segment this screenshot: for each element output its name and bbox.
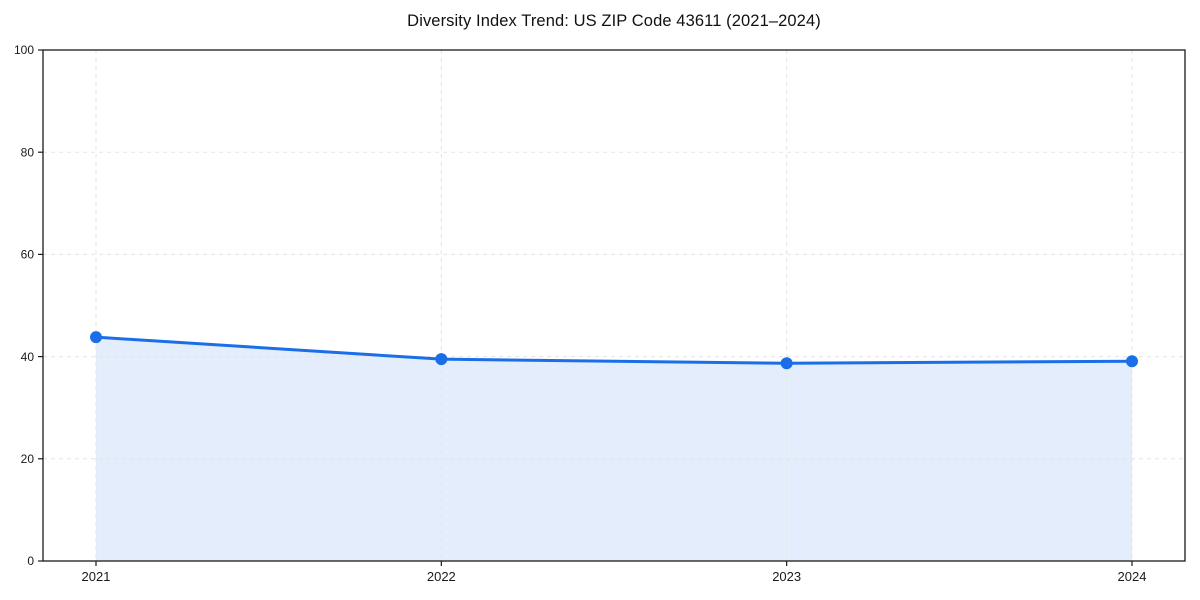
x-tick-label: 2022 bbox=[427, 569, 456, 584]
y-tick-label: 20 bbox=[21, 452, 35, 466]
data-point-2023 bbox=[780, 357, 793, 370]
data-point-2021 bbox=[90, 331, 102, 344]
plot-border bbox=[42, 49, 1186, 562]
data-point-2022 bbox=[435, 353, 448, 366]
x-tick-label: 2021 bbox=[82, 569, 111, 584]
data-point-2024 bbox=[1126, 355, 1138, 368]
y-tick-label: 100 bbox=[14, 43, 34, 57]
y-tick-label: 0 bbox=[27, 554, 34, 568]
area-fill bbox=[96, 337, 1132, 561]
y-tick-label: 60 bbox=[21, 248, 35, 262]
chart-title: Diversity Index Trend: US ZIP Code 43611… bbox=[407, 12, 821, 30]
y-tick-label: 80 bbox=[21, 145, 35, 159]
trend-line bbox=[94, 335, 1134, 365]
y-tick-label: 40 bbox=[21, 350, 35, 364]
x-tick-label: 2023 bbox=[772, 569, 801, 584]
x-tick-label: 2024 bbox=[1118, 569, 1147, 584]
